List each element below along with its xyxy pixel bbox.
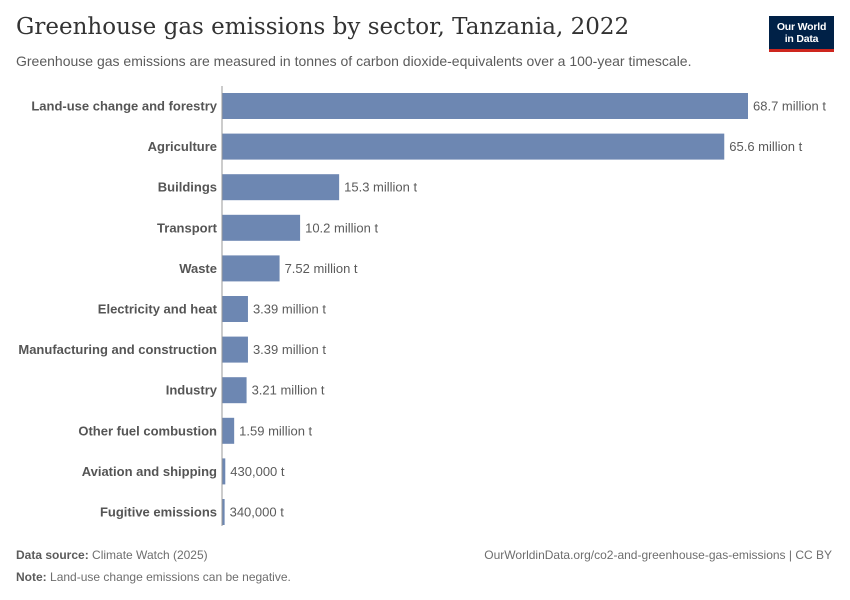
- chart-note: Note: Land-use change emissions can be n…: [16, 570, 291, 584]
- bar[interactable]: [222, 417, 235, 444]
- category-label: Land-use change and forestry: [31, 99, 217, 114]
- bar[interactable]: [222, 336, 248, 363]
- category-label: Other fuel combustion: [78, 423, 217, 438]
- bar[interactable]: [222, 458, 226, 485]
- bar[interactable]: [222, 133, 725, 160]
- chart-title: Greenhouse gas emissions by sector, Tanz…: [16, 14, 630, 40]
- value-label: 3.39 million t: [253, 342, 326, 357]
- chart-subtitle: Greenhouse gas emissions are measured in…: [16, 53, 692, 69]
- category-label: Industry: [166, 383, 218, 398]
- category-label: Manufacturing and construction: [18, 342, 217, 357]
- bar-chart: Land-use change and forestry 68.7 million…: [18, 86, 826, 526]
- bar[interactable]: [222, 174, 340, 201]
- value-label: 3.21 million t: [252, 383, 325, 398]
- category-label: Aviation and shipping: [82, 464, 217, 479]
- note-label: Note:: [16, 570, 47, 584]
- value-label: 10.2 million t: [305, 220, 378, 235]
- bar[interactable]: [222, 377, 247, 404]
- category-label: Electricity and heat: [98, 302, 218, 317]
- source-url-link[interactable]: OurWorldinData.org/co2-and-greenhouse-ga…: [484, 548, 832, 562]
- note-value: Land-use change emissions can be negativ…: [50, 570, 291, 584]
- value-label: 7.52 million t: [285, 261, 358, 276]
- value-label: 1.59 million t: [239, 423, 312, 438]
- logo-line-1: Our World: [776, 20, 827, 33]
- bar[interactable]: [222, 214, 301, 241]
- category-label: Agriculture: [148, 139, 217, 154]
- data-source: Data source: Climate Watch (2025): [16, 548, 208, 562]
- value-label: 430,000 t: [230, 464, 285, 479]
- category-label: Transport: [157, 220, 218, 235]
- data-source-value[interactable]: Climate Watch (2025): [92, 548, 208, 562]
- bar[interactable]: [222, 93, 748, 119]
- value-label: 340,000 t: [230, 505, 285, 520]
- logo-line-2: in Data: [784, 32, 819, 45]
- bar[interactable]: [222, 499, 225, 525]
- category-label: Fugitive emissions: [100, 505, 217, 520]
- bar[interactable]: [222, 296, 248, 322]
- owid-logo[interactable]: Our World in Data: [769, 16, 834, 52]
- data-source-label: Data source:: [16, 548, 89, 562]
- value-label: 3.39 million t: [253, 302, 326, 317]
- value-label: 15.3 million t: [344, 180, 417, 195]
- value-label: 65.6 million t: [729, 139, 802, 154]
- category-label: Buildings: [158, 180, 217, 195]
- category-label: Waste: [179, 261, 217, 276]
- bar[interactable]: [222, 255, 280, 282]
- value-label: 68.7 million t: [753, 99, 826, 114]
